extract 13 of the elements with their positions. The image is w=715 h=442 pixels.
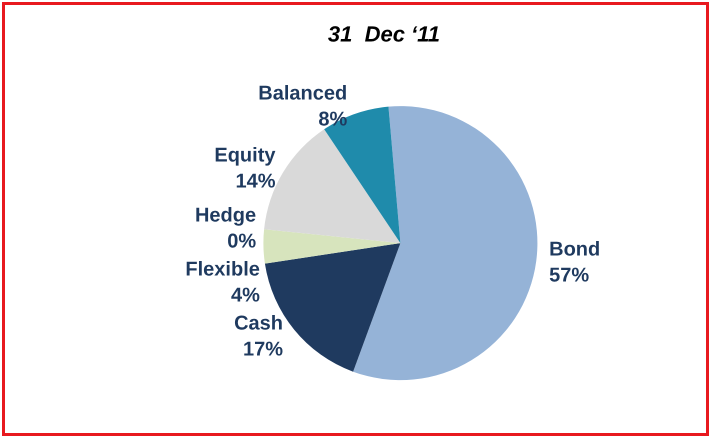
data-label: 8% (318, 108, 348, 130)
category-label: Hedge (194, 204, 256, 226)
text: 0% (227, 230, 256, 252)
slice-label: Equity (214, 144, 276, 166)
data-label: 57% (549, 264, 590, 286)
slice-label: Bond (549, 238, 600, 260)
data-label: 14% (235, 170, 276, 192)
chart-title: 31 Dec ‘11 (328, 22, 440, 46)
data-label: 17% (242, 338, 284, 360)
slice-label: Cash (234, 312, 284, 334)
data-label: 4% (230, 284, 260, 306)
slice-label: Balanced (258, 82, 348, 104)
slice-label: Flexible (185, 258, 260, 280)
